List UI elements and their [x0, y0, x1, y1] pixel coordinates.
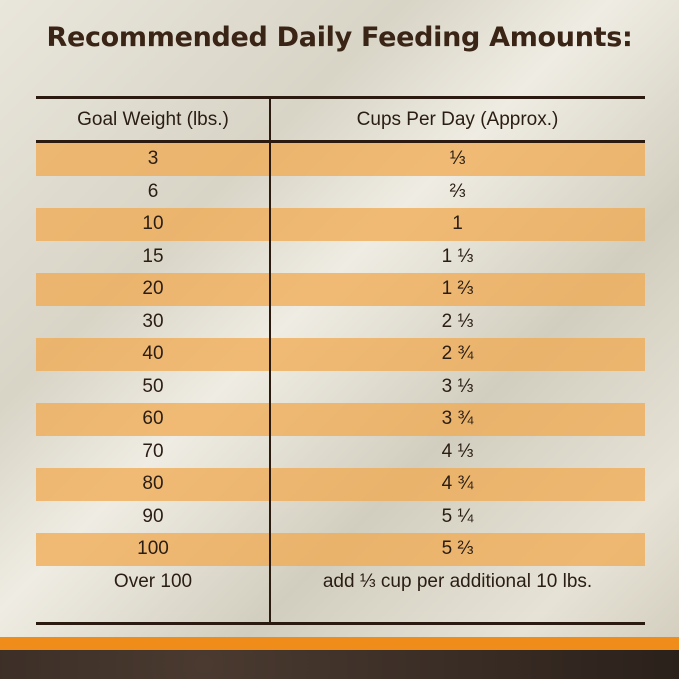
table-row: 70 4 ⅓: [36, 436, 645, 469]
cups-per-day-cell: 5 ¼: [441, 505, 474, 527]
feeding-table: Goal Weight (lbs.) Cups Per Day (Approx.…: [36, 96, 645, 625]
goal-weight-cell: 60: [142, 408, 164, 430]
cups-per-day-cell: 3 ⅓: [441, 375, 474, 397]
table-row: 10 1: [36, 208, 645, 241]
soil-band: [0, 650, 679, 679]
cups-per-day-cell: 1 ⅓: [441, 245, 474, 267]
table-row: 50 3 ⅓: [36, 371, 645, 404]
table-header: Goal Weight (lbs.) Cups Per Day (Approx.…: [36, 99, 645, 143]
goal-weight-cell: Over 100: [113, 570, 193, 592]
goal-weight-cell: 40: [142, 343, 164, 365]
header-goal-weight: Goal Weight (lbs.): [77, 108, 229, 130]
table-row: 60 3 ¾: [36, 403, 645, 436]
cups-per-day-cell: 2 ¾: [441, 343, 474, 365]
cups-per-day-cell: 3 ¾: [441, 408, 474, 430]
goal-weight-cell: 20: [142, 278, 164, 300]
table-row: 80 4 ¾: [36, 468, 645, 501]
table-row: 20 1 ⅔: [36, 273, 645, 306]
goal-weight-cell: 30: [142, 310, 164, 332]
cups-per-day-cell: 5 ⅔: [441, 538, 474, 560]
table-row: 90 5 ¼: [36, 501, 645, 534]
cups-per-day-cell: ⅔: [449, 180, 466, 202]
goal-weight-cell: 50: [142, 375, 164, 397]
goal-weight-cell: 100: [137, 538, 169, 560]
goal-weight-cell: 90: [142, 505, 164, 527]
cups-per-day-cell: 4 ¾: [441, 473, 474, 495]
orange-stripe: [0, 637, 679, 650]
table-row: 100 5 ⅔: [36, 533, 645, 566]
header-cups-per-day: Cups Per Day (Approx.): [356, 108, 559, 130]
goal-weight-cell: 70: [142, 440, 164, 462]
goal-weight-cell: 6: [147, 180, 159, 202]
page-title: Recommended Daily Feeding Amounts:: [46, 22, 633, 53]
cups-per-day-cell: 2 ⅓: [441, 310, 474, 332]
table-row: 15 1 ⅓: [36, 241, 645, 274]
table-row: 30 2 ⅓: [36, 306, 645, 339]
goal-weight-cell: 10: [142, 213, 164, 235]
goal-weight-cell: 15: [142, 245, 164, 267]
column-divider: [269, 99, 271, 622]
goal-weight-cell: 3: [147, 148, 159, 170]
table-row: 40 2 ¾: [36, 338, 645, 371]
cups-per-day-cell: 4 ⅓: [441, 440, 474, 462]
cups-per-day-cell: add ⅓ cup per additional 10 lbs.: [322, 570, 593, 592]
goal-weight-cell: 80: [142, 473, 164, 495]
cups-per-day-cell: ⅓: [449, 148, 466, 170]
table-row: Over 100 add ⅓ cup per additional 10 lbs.: [36, 566, 645, 599]
cups-per-day-cell: 1 ⅔: [441, 278, 474, 300]
cups-per-day-cell: 1: [452, 213, 463, 235]
